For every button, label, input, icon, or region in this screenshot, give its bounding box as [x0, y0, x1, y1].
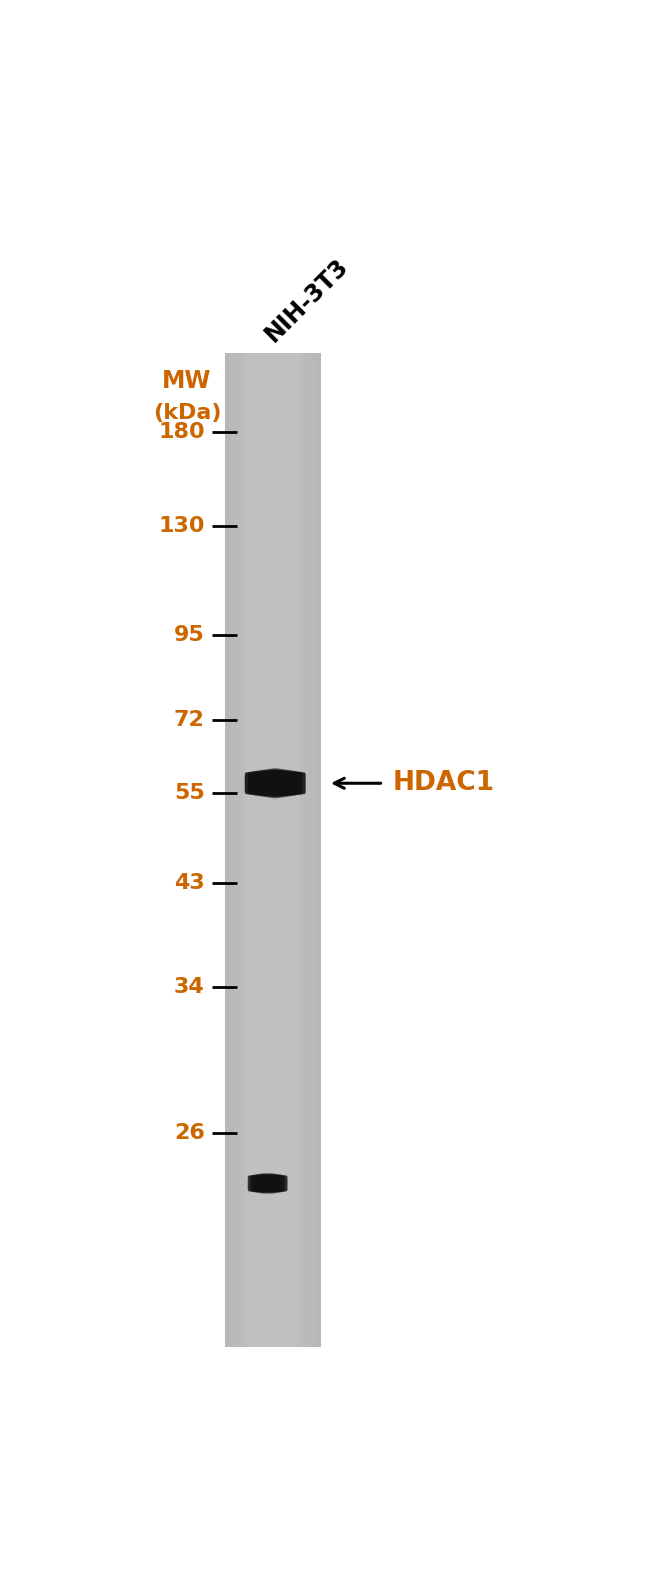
- Text: 130: 130: [158, 517, 205, 536]
- Bar: [311, 353, 315, 1347]
- FancyBboxPatch shape: [250, 1175, 285, 1192]
- Text: 180: 180: [158, 422, 205, 441]
- Text: NIH-3T3: NIH-3T3: [261, 254, 354, 346]
- Bar: [315, 353, 320, 1347]
- Text: 43: 43: [174, 873, 205, 893]
- FancyBboxPatch shape: [254, 770, 296, 795]
- Text: MW: MW: [162, 369, 212, 392]
- Text: 26: 26: [174, 1123, 205, 1142]
- Text: (kDa): (kDa): [153, 403, 221, 424]
- Bar: [235, 353, 240, 1347]
- FancyBboxPatch shape: [244, 772, 306, 794]
- FancyBboxPatch shape: [269, 769, 281, 799]
- FancyBboxPatch shape: [260, 1173, 276, 1194]
- FancyBboxPatch shape: [262, 1173, 274, 1194]
- Text: 34: 34: [174, 976, 205, 997]
- Bar: [225, 353, 320, 1347]
- FancyBboxPatch shape: [263, 770, 287, 797]
- FancyBboxPatch shape: [258, 1173, 278, 1194]
- Text: HDAC1: HDAC1: [393, 770, 495, 797]
- FancyBboxPatch shape: [252, 1175, 283, 1192]
- FancyBboxPatch shape: [260, 770, 291, 797]
- FancyBboxPatch shape: [256, 1173, 280, 1192]
- Text: 95: 95: [174, 625, 205, 646]
- Bar: [230, 353, 235, 1347]
- Bar: [306, 353, 311, 1347]
- FancyBboxPatch shape: [254, 1175, 281, 1192]
- Text: 72: 72: [174, 710, 205, 731]
- FancyBboxPatch shape: [257, 770, 294, 795]
- Text: 55: 55: [174, 783, 205, 803]
- FancyBboxPatch shape: [248, 1175, 287, 1191]
- Bar: [240, 353, 245, 1347]
- FancyBboxPatch shape: [251, 772, 300, 795]
- Bar: [300, 353, 306, 1347]
- FancyBboxPatch shape: [266, 769, 285, 797]
- FancyBboxPatch shape: [248, 772, 303, 795]
- FancyBboxPatch shape: [272, 769, 278, 799]
- Bar: [225, 353, 230, 1347]
